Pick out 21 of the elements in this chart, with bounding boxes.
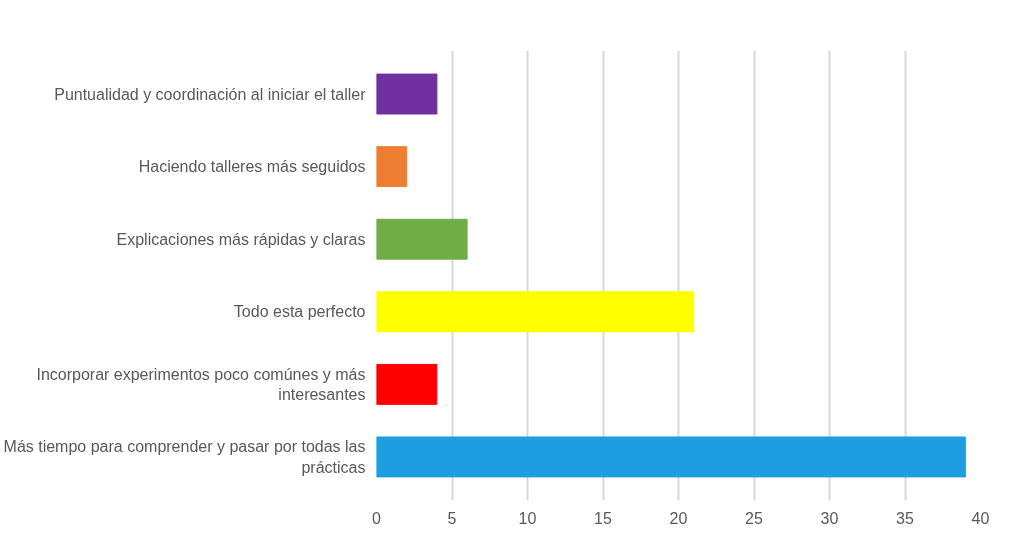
y-tick-label: Puntualidad y coordinación al iniciar el taller xyxy=(54,85,367,103)
bar xyxy=(376,146,408,188)
bar xyxy=(376,363,438,405)
y-tick-label: Haciendo talleres más seguidos xyxy=(138,158,366,176)
y-tick-label: Más tiempo para comprender y pasar por todas las prácticas xyxy=(3,438,366,476)
bar xyxy=(376,436,966,478)
x-tick-label: 15 xyxy=(594,509,612,527)
bar xyxy=(376,218,468,260)
x-tick-label: 25 xyxy=(745,509,763,527)
x-tick-label: 40 xyxy=(971,509,990,527)
x-tick-label: 20 xyxy=(669,509,688,527)
x-tick-label: 30 xyxy=(820,509,839,527)
y-tick-label: Incorporar experimentos poco comúnes y más interesantes xyxy=(36,365,366,404)
bar xyxy=(376,291,695,333)
x-tick-label: 0 xyxy=(372,509,382,527)
y-tick-label: Todo esta perfecto xyxy=(233,303,366,321)
y-tick-label: Explicaciones más rápidas y claras xyxy=(116,230,366,248)
x-tick-label: 35 xyxy=(896,509,914,527)
bar xyxy=(376,73,438,115)
x-tick-label: 5 xyxy=(447,509,457,527)
x-tick-label: 10 xyxy=(518,509,537,527)
